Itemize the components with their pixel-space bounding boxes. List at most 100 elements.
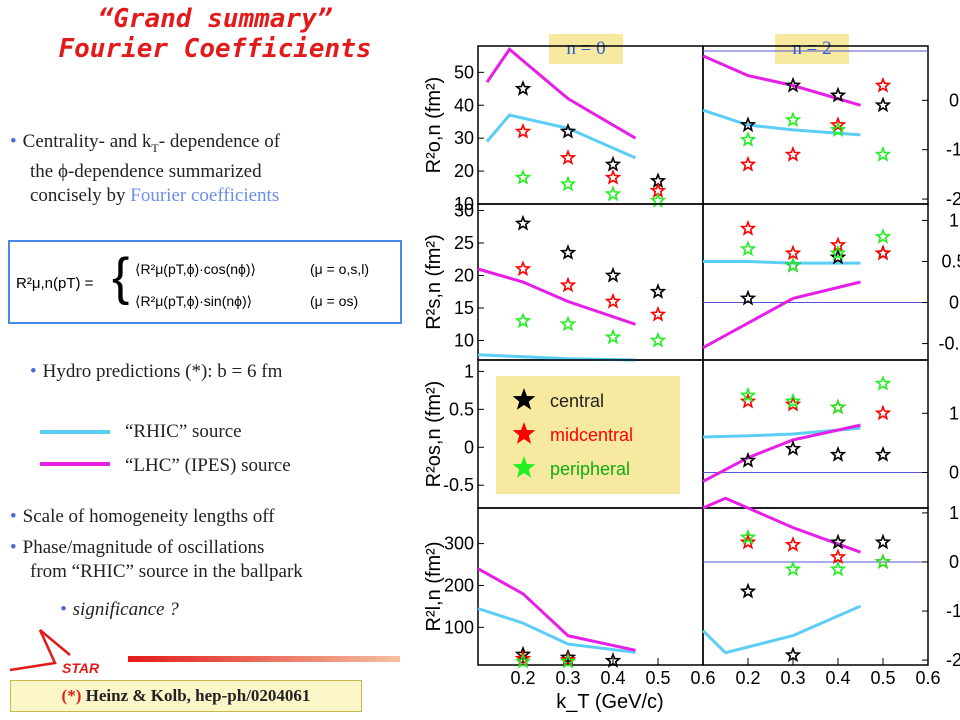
rhic-hydro-line — [485, 113, 637, 160]
midcentral-star-point — [559, 276, 577, 293]
central-star-point — [739, 116, 757, 133]
bullet-text: - dependence of — [158, 131, 281, 152]
y-tick-label: 40 — [454, 95, 474, 115]
legend-svg: central midcentral peripheral — [512, 388, 633, 479]
formula-lhs: R²μ,n(pT) = — [16, 275, 94, 292]
peripheral-star-point — [874, 374, 892, 391]
y-tick-label: 50 — [454, 62, 474, 82]
peripheral-star-point — [514, 312, 532, 329]
central-star-point — [829, 533, 847, 550]
x-tick-label: 0.5 — [870, 668, 895, 688]
midcentral-star-point — [829, 116, 847, 133]
y-tick-label: 100 — [444, 617, 474, 637]
legend-label: central — [550, 391, 604, 411]
y-tick-label: 0 — [949, 90, 959, 110]
peripheral-star-point — [604, 185, 622, 202]
title-line-2: Fourier Coefficients — [58, 34, 372, 64]
central-star-point — [514, 214, 532, 231]
peripheral-star-point — [874, 228, 892, 244]
central-star-point — [874, 533, 892, 550]
peripheral-star-point — [739, 386, 757, 403]
lhc-hydro-line — [702, 496, 862, 554]
central-star-point — [784, 440, 802, 456]
peripheral-star-point — [784, 256, 802, 273]
lhc-hydro-line — [485, 47, 637, 140]
formula-row-2: ⟨R²μ(pT,ϕ)·sin(nϕ)⟩ — [135, 293, 252, 309]
star-label: STAR — [62, 660, 100, 676]
peripheral-star-point — [874, 553, 892, 569]
y-tick-label: 0.5 — [941, 251, 960, 271]
lhc-hydro-line — [477, 267, 636, 326]
central-star-point — [739, 582, 757, 599]
rhic-hydro-line — [702, 108, 861, 137]
rhic-line-swatch — [40, 430, 110, 434]
formula-svg: R²μ,n(pT) = { ⟨R²μ(pT,ϕ)·cos(nϕ)⟩ (μ = o… — [16, 248, 369, 309]
bullet-scale: • Scale of homogeneity lengths off — [10, 506, 275, 527]
midcentral-star-point — [649, 305, 667, 322]
midcentral-star-point — [784, 395, 802, 412]
central-star-point — [604, 266, 622, 283]
peripheral-star-point — [739, 131, 757, 147]
panel-frame — [702, 507, 929, 666]
peripheral-star-point — [514, 168, 532, 185]
central-star-point — [874, 96, 892, 113]
central-star-point — [514, 80, 532, 96]
midcentral-star-point — [874, 404, 892, 421]
lhc-label: “LHC” (IPES) source — [125, 455, 291, 476]
central-star-point — [829, 248, 847, 265]
x-tick-label: 0.6 — [690, 668, 715, 688]
y-tick-label: 1 — [949, 210, 959, 230]
legend-star-icon — [512, 422, 536, 444]
peripheral-star-point — [604, 328, 622, 345]
peripheral-star-point — [559, 315, 577, 332]
bullet-text: Scale of homogeneity lengths off — [22, 506, 275, 527]
y-tick-label: 30 — [454, 128, 474, 148]
midcentral-star-point — [784, 536, 802, 552]
y-tick-label: 1 — [464, 361, 474, 381]
panel-frame — [477, 45, 704, 205]
y-tick-label: -1 — [946, 140, 960, 160]
formula-brace-icon: { — [112, 248, 129, 306]
central-star-point — [739, 289, 757, 306]
lhc-hydro-line — [702, 280, 861, 350]
peripheral-star-point — [829, 121, 847, 137]
panel-frame — [702, 203, 929, 361]
column-label-n2: n = 2 — [775, 34, 849, 64]
peripheral-star-point — [829, 560, 847, 577]
bullet-significance: • significance ? — [60, 599, 179, 620]
column-label-n0: n = 0 — [549, 34, 623, 64]
x-tick-label: 0.2 — [735, 668, 760, 688]
y-tick-label: 300 — [444, 534, 474, 554]
legend-box: central midcentral peripheral — [496, 376, 680, 494]
y-tick-label: 0 — [949, 293, 959, 313]
x-tick-label: 0.3 — [555, 668, 580, 688]
y-tick-label: 25 — [454, 233, 474, 253]
central-star-point — [784, 76, 802, 93]
bullet-text: the — [30, 160, 58, 182]
reference-marker: (*) — [61, 686, 82, 705]
midcentral-star-point — [829, 548, 847, 565]
y-tick-label: 1 — [949, 403, 959, 423]
y-tick-label: 20 — [454, 161, 474, 181]
y-tick-label: 0 — [464, 437, 474, 457]
y-tick-label: 20 — [454, 266, 474, 286]
bullet-phase: • Phase/magnitude of oscillations from “R… — [10, 536, 410, 584]
midcentral-star-point — [514, 122, 532, 139]
formula-row-1: ⟨R²μ(pT,ϕ)·cos(nϕ)⟩ — [135, 261, 256, 277]
midcentral-star-point — [739, 155, 757, 172]
rhic-label: “RHIC” source — [125, 421, 242, 442]
midcentral-star-point — [784, 244, 802, 261]
peripheral-star-point — [784, 111, 802, 128]
midcentral-star-point — [604, 168, 622, 185]
y-tick-label: 1 — [949, 503, 959, 523]
x-axis-label: k_T (GeV/c) — [556, 691, 663, 713]
star-logo-bar — [128, 656, 400, 662]
subscript: T — [151, 140, 159, 155]
legend-label: midcentral — [550, 425, 633, 445]
y-axis-label: R²l,n (fm²) — [423, 542, 445, 632]
y-tick-label: 15 — [454, 298, 474, 318]
central-star-point — [559, 122, 577, 139]
central-star-point — [874, 445, 892, 462]
star-outline-icon — [9, 629, 71, 672]
central-star-point — [829, 445, 847, 462]
